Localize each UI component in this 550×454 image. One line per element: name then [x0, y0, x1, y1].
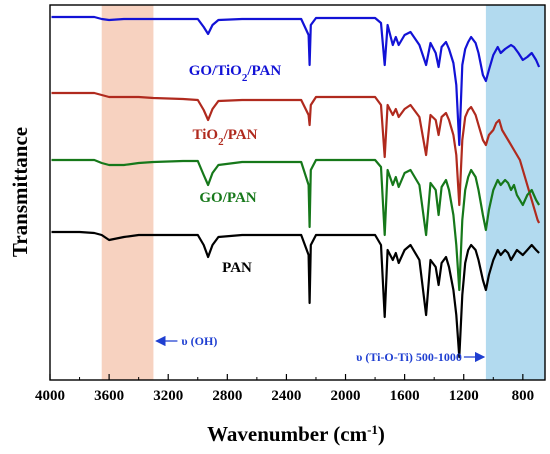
- oh-annotation-label: υ (OH): [181, 334, 217, 348]
- x-axis-title: Wavenumber (cm-1): [207, 422, 385, 447]
- x-tick-label: 800: [512, 388, 535, 404]
- x-tick-label: 2400: [271, 388, 301, 404]
- x-tick-label: 4000: [35, 388, 65, 404]
- series-label-sub: 2: [218, 136, 224, 148]
- y-axis-title: Transmittance: [8, 127, 32, 257]
- spectra-series: [51, 15, 541, 359]
- series-label-0: GO/TiO2/PAN: [189, 63, 282, 84]
- series-label-main: GO/TiO: [189, 63, 242, 79]
- series-label-tail: /PAN: [223, 127, 258, 143]
- x-tick-label: 2800: [212, 388, 242, 404]
- x-tick-label: 3600: [94, 388, 124, 404]
- series-label-sub: 2: [242, 72, 248, 84]
- series-line-2: [51, 158, 541, 292]
- series-label-1: TiO2/PAN: [193, 127, 258, 148]
- series-label-main: TiO: [193, 127, 219, 143]
- series-line-3: [51, 230, 540, 359]
- x-tick-label: 2000: [331, 388, 361, 404]
- x-tick-label: 1200: [449, 388, 479, 404]
- region-band-0: [101, 5, 154, 380]
- series-line-1: [51, 91, 541, 224]
- series-label-main: PAN: [222, 260, 252, 276]
- series-label-tail: /PAN: [246, 63, 281, 79]
- series-label-main: GO/PAN: [199, 190, 256, 206]
- x-axis-ticks: 4000 3600 3200 2800 2400 2000 1600 1200 800: [35, 374, 534, 404]
- x-axis-title-main: Wavenumber (cm: [207, 422, 368, 446]
- series-label-3: PAN: [222, 260, 252, 276]
- region-annotations: υ (OH) υ (Ti-O-Ti) 500-1000: [155, 334, 486, 364]
- tioti-annotation-label: υ (Ti-O-Ti) 500-1000: [356, 350, 462, 364]
- series-line-0: [51, 15, 541, 147]
- plot-frame: [49, 4, 546, 381]
- x-tick-label: 3200: [153, 388, 183, 404]
- x-axis-title-end: ): [378, 422, 385, 446]
- series-label-2: GO/PAN: [199, 190, 256, 206]
- x-tick-label: 1600: [390, 388, 420, 404]
- x-axis-title-sup: -1: [367, 422, 378, 437]
